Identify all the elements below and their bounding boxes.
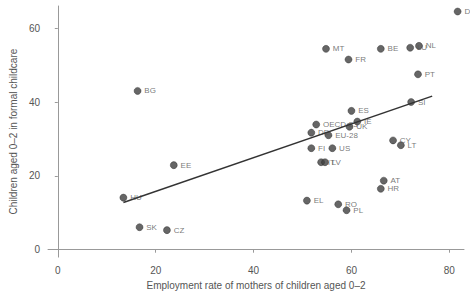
svg-text:SI: SI xyxy=(417,97,426,107)
svg-text:Employment rate of mothers of: Employment rate of mothers of children a… xyxy=(147,280,366,291)
svg-text:DE: DE xyxy=(318,128,330,138)
svg-text:PT: PT xyxy=(425,70,435,79)
svg-text:20: 20 xyxy=(29,170,41,181)
svg-text:CY: CY xyxy=(399,135,411,145)
svg-text:20: 20 xyxy=(150,265,162,276)
svg-text:LU: LU xyxy=(417,43,427,52)
svg-text:Children aged 0–2 in formal ch: Children aged 0–2 in formal childcare xyxy=(8,48,19,214)
svg-text:0: 0 xyxy=(34,244,40,255)
svg-text:NL: NL xyxy=(426,41,437,50)
svg-text:PL: PL xyxy=(353,206,363,215)
svg-text:HR: HR xyxy=(388,184,400,193)
svg-text:EU-28: EU-28 xyxy=(335,131,358,140)
svg-text:0: 0 xyxy=(55,265,61,276)
svg-text:LV: LV xyxy=(332,158,342,167)
svg-text:80: 80 xyxy=(444,265,456,276)
svg-text:LT: LT xyxy=(408,141,417,150)
svg-text:FI: FI xyxy=(318,144,325,153)
svg-text:40: 40 xyxy=(248,265,260,276)
svg-text:EL: EL xyxy=(314,196,324,205)
svg-text:60: 60 xyxy=(29,23,41,34)
svg-text:IE: IE xyxy=(364,117,372,127)
svg-text:FR: FR xyxy=(355,55,366,64)
svg-text:CZ: CZ xyxy=(174,226,185,235)
svg-text:HU: HU xyxy=(130,193,142,203)
svg-text:ES: ES xyxy=(358,106,369,115)
svg-text:DK: DK xyxy=(464,7,470,16)
svg-text:40: 40 xyxy=(29,97,41,108)
svg-text:AT: AT xyxy=(390,176,401,186)
svg-text:60: 60 xyxy=(346,265,358,276)
svg-text:OECD-23: OECD-23 xyxy=(323,120,358,129)
svg-text:BG: BG xyxy=(144,86,156,95)
svg-text:MT: MT xyxy=(333,44,345,53)
svg-text:UK: UK xyxy=(356,122,368,132)
svg-text:SK: SK xyxy=(146,223,157,232)
svg-text:RO: RO xyxy=(345,199,357,209)
svg-text:US: US xyxy=(339,144,350,153)
svg-text:EE: EE xyxy=(181,161,192,170)
svg-text:BE: BE xyxy=(388,44,399,53)
